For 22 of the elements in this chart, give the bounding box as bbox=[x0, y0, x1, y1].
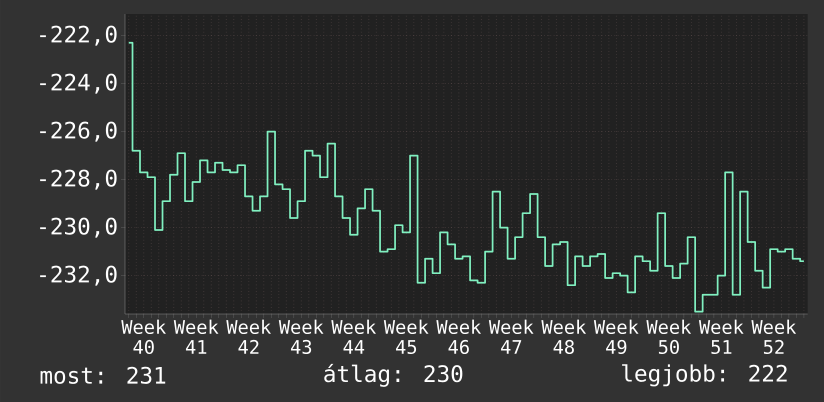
text: legjobb: 222 bbox=[622, 364, 787, 386]
x-tick-label: Week 52 bbox=[751, 320, 796, 354]
x-tick-label: Week 41 bbox=[174, 320, 218, 354]
y-tick-label: -232,0 bbox=[40, 266, 117, 286]
x-tick-label: Week 43 bbox=[278, 320, 324, 354]
x-tick-label: Week 47 bbox=[488, 320, 534, 354]
x-tick-label: Week 46 bbox=[436, 320, 482, 354]
x-tick-label: Week 48 bbox=[541, 320, 586, 354]
y-tick-label: -222,0 bbox=[40, 26, 117, 46]
x-tick-label: Week 51 bbox=[698, 320, 744, 354]
x-tick-label: Week 42 bbox=[226, 320, 271, 354]
y-tick-label: -226,0 bbox=[40, 122, 117, 142]
x-tick-label: Week 40 bbox=[121, 320, 166, 354]
x-tick-label: Week 49 bbox=[594, 320, 639, 354]
x-tick-label: Week 45 bbox=[384, 320, 429, 354]
y-tick-label: -224,0 bbox=[40, 74, 117, 94]
x-tick-label: Week 44 bbox=[331, 320, 376, 354]
x-tick-label: Week 50 bbox=[646, 320, 692, 354]
text: most: 231 bbox=[40, 366, 166, 384]
text: átlag: 230 bbox=[324, 364, 462, 387]
y-tick-label: -230,0 bbox=[40, 218, 117, 238]
y-tick-label: -228,0 bbox=[40, 170, 117, 190]
